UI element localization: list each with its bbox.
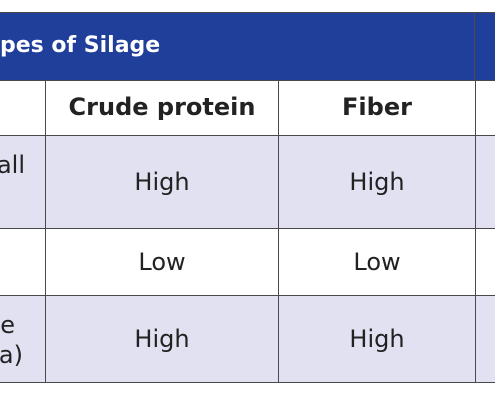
cell-text: High — [349, 168, 405, 196]
cell-text: High — [134, 325, 190, 353]
cell-text: Low — [353, 248, 401, 276]
row-label: fa) — [0, 341, 23, 369]
row-label-cell — [0, 295, 46, 383]
title-bar — [0, 12, 476, 81]
header-cell — [475, 80, 495, 136]
row-label: all — [0, 151, 25, 179]
column-header: Crude protein — [68, 93, 256, 121]
cell — [45, 295, 279, 383]
cell — [475, 295, 495, 383]
row-label-cell — [0, 228, 46, 296]
column-header: Fiber — [342, 93, 412, 121]
table-title: pes of Silage — [0, 33, 161, 58]
cell-text: High — [134, 168, 190, 196]
cell — [278, 135, 476, 229]
cell-text: Low — [138, 248, 186, 276]
cell — [45, 228, 279, 296]
header-cell — [0, 80, 46, 136]
header-cell — [45, 80, 279, 136]
cell — [475, 228, 495, 296]
row-label-cell — [0, 135, 46, 229]
row-label: e — [0, 311, 15, 339]
cell — [475, 135, 495, 229]
title-bar-extra — [474, 12, 495, 81]
header-cell — [278, 80, 476, 136]
cell-text: High — [349, 325, 405, 353]
